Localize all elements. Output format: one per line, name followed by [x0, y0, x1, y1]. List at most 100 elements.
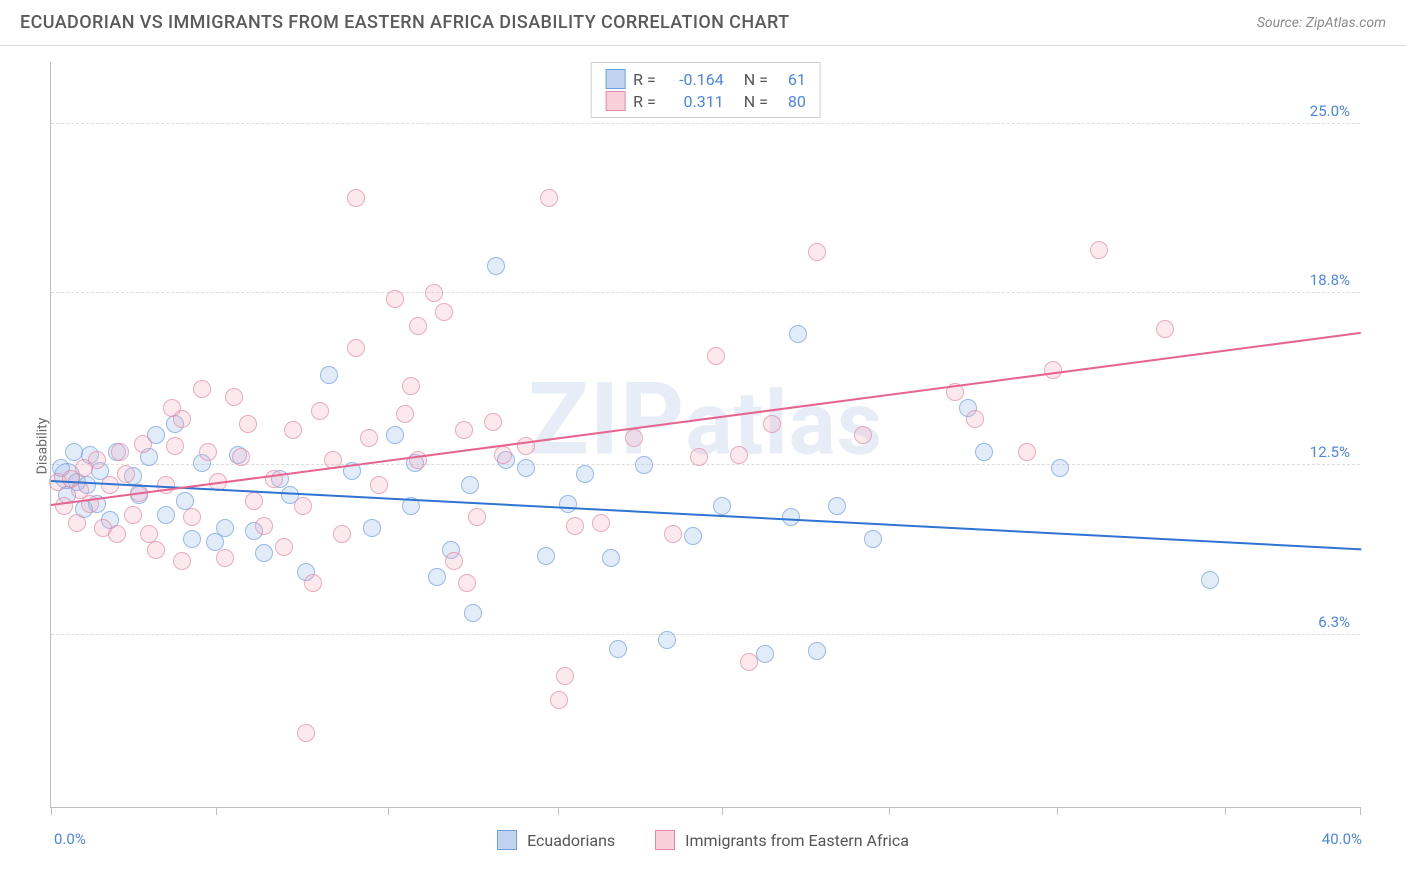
legend-r-value: -0.164 — [664, 70, 724, 89]
title-bar: ECUADORIAN VS IMMIGRANTS FROM EASTERN AF… — [0, 0, 1406, 46]
scatter-point — [55, 497, 73, 515]
scatter-point — [740, 653, 758, 671]
scatter-point — [68, 514, 86, 532]
x-tick — [1225, 807, 1226, 815]
scatter-point — [108, 525, 126, 543]
scatter-point — [464, 604, 482, 622]
scatter-point — [455, 421, 473, 439]
scatter-point — [333, 525, 351, 543]
scatter-point — [216, 519, 234, 537]
legend-item: Immigrants from Eastern Africa — [655, 830, 909, 850]
scatter-point — [487, 257, 505, 275]
scatter-point — [409, 317, 427, 335]
legend-swatch-icon — [655, 830, 675, 850]
legend-item-label: Immigrants from Eastern Africa — [685, 831, 909, 850]
scatter-point — [690, 448, 708, 466]
scatter-point — [396, 405, 414, 423]
y-tick-label: 18.8% — [1310, 271, 1350, 289]
scatter-point — [297, 724, 315, 742]
legend-item: Ecuadorians — [497, 830, 615, 850]
scatter-point — [409, 451, 427, 469]
scatter-point — [789, 325, 807, 343]
gridline — [51, 123, 1360, 124]
scatter-point — [311, 402, 329, 420]
scatter-point — [284, 421, 302, 439]
scatter-point — [225, 388, 243, 406]
scatter-point — [864, 530, 882, 548]
scatter-point — [664, 525, 682, 543]
y-tick-label: 25.0% — [1310, 102, 1350, 120]
scatter-point — [428, 568, 446, 586]
source-citation: Source: ZipAtlas.com — [1257, 15, 1386, 31]
scatter-point — [176, 492, 194, 510]
scatter-point — [763, 415, 781, 433]
scatter-point — [117, 465, 135, 483]
scatter-point — [635, 456, 653, 474]
legend-r-value: 0.311 — [664, 92, 724, 111]
scatter-point — [386, 426, 404, 444]
scatter-point — [134, 435, 152, 453]
scatter-point — [140, 525, 158, 543]
scatter-point — [199, 443, 217, 461]
scatter-point — [1044, 361, 1062, 379]
x-tick — [51, 807, 52, 815]
scatter-point — [275, 538, 293, 556]
scatter-point — [966, 410, 984, 428]
x-tick — [216, 807, 217, 815]
scatter-point — [517, 459, 535, 477]
scatter-point — [445, 552, 463, 570]
scatter-point — [239, 415, 257, 433]
scatter-point — [124, 506, 142, 524]
scatter-point — [425, 284, 443, 302]
regression-line — [51, 480, 1361, 550]
legend-r-label: R = — [633, 70, 656, 89]
scatter-point — [111, 443, 129, 461]
scatter-point — [320, 366, 338, 384]
scatter-point — [147, 541, 165, 559]
scatter-point — [1018, 443, 1036, 461]
scatter-point — [756, 645, 774, 663]
scatter-point — [363, 519, 381, 537]
gridline — [51, 292, 1360, 293]
scatter-point — [370, 476, 388, 494]
scatter-point — [435, 303, 453, 321]
scatter-point — [360, 429, 378, 447]
chart-title: ECUADORIAN VS IMMIGRANTS FROM EASTERN AF… — [20, 12, 789, 33]
y-tick-label: 12.5% — [1310, 443, 1350, 461]
scatter-point — [245, 492, 263, 510]
legend-n-value: 61 — [776, 70, 806, 89]
scatter-point — [193, 380, 211, 398]
scatter-point — [88, 451, 106, 469]
scatter-point — [232, 448, 250, 466]
scatter-point — [975, 443, 993, 461]
legend-r-label: R = — [633, 92, 656, 111]
scatter-point — [461, 476, 479, 494]
scatter-point — [183, 508, 201, 526]
y-axis-label: Disability — [34, 418, 50, 475]
scatter-point — [183, 530, 201, 548]
scatter-point — [592, 514, 610, 532]
scatter-point — [808, 243, 826, 261]
x-max-label: 40.0% — [1322, 830, 1362, 848]
scatter-point — [1051, 459, 1069, 477]
scatter-point — [602, 549, 620, 567]
scatter-point — [304, 574, 322, 592]
legend-item-label: Ecuadorians — [527, 831, 615, 850]
legend-swatch-icon — [605, 91, 625, 111]
scatter-point — [707, 347, 725, 365]
x-tick — [722, 807, 723, 815]
scatter-point — [1090, 241, 1108, 259]
scatter-point — [559, 495, 577, 513]
scatter-point — [730, 446, 748, 464]
scatter-point — [1156, 320, 1174, 338]
x-min-label: 0.0% — [54, 830, 86, 848]
scatter-point — [576, 465, 594, 483]
legend-swatch-icon — [497, 830, 517, 850]
scatter-point — [828, 497, 846, 515]
scatter-point — [556, 667, 574, 685]
scatter-point — [484, 413, 502, 431]
scatter-point — [347, 189, 365, 207]
gridline — [51, 634, 1360, 635]
scatter-point — [347, 339, 365, 357]
scatter-point — [550, 691, 568, 709]
